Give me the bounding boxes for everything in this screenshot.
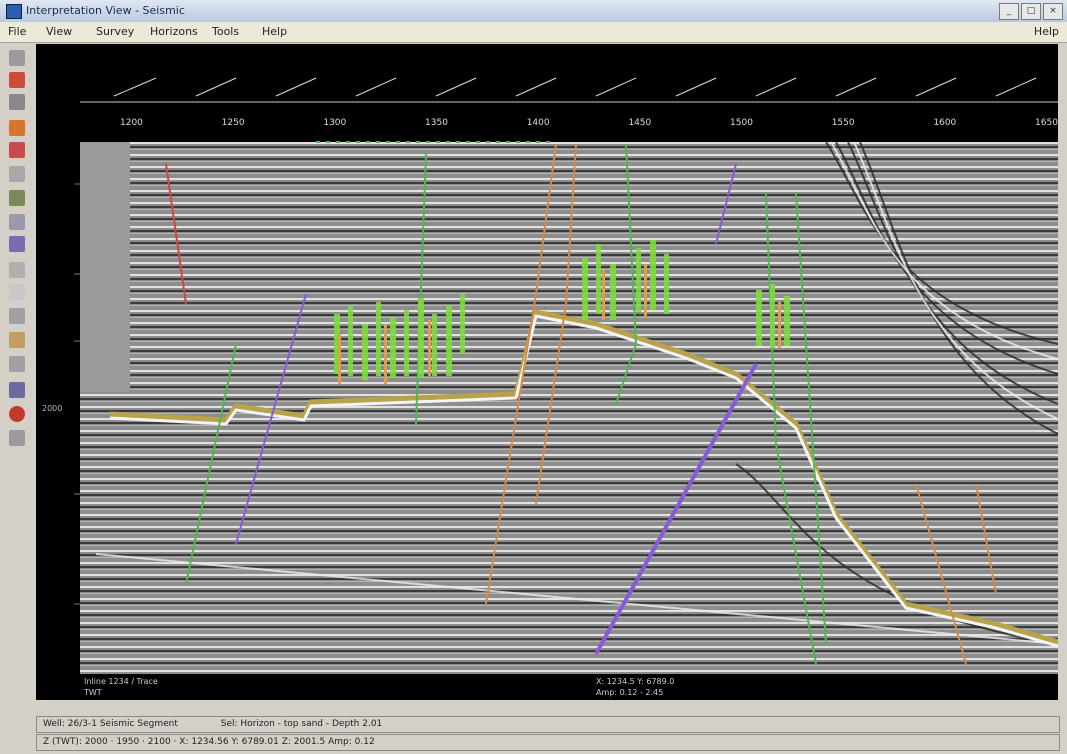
seismic-view-svg <box>74 54 1058 674</box>
left-toolbar <box>2 44 32 700</box>
status-bar-top: Well: 26/3-1 Seismic Segment Sel: Horizo… <box>36 716 1060 733</box>
readout-left-line2: TWT <box>84 688 102 697</box>
window-title: Interpretation View - Seismic <box>26 4 185 17</box>
status-selection: Sel: Horizon - top sand - Depth 2.01 <box>220 719 383 729</box>
cursor-icon[interactable] <box>9 284 25 300</box>
top-axis-band <box>80 54 1058 103</box>
menu-survey[interactable]: Survey <box>96 25 135 38</box>
fault-pick-icon[interactable] <box>9 142 25 158</box>
ruler-icon[interactable] <box>9 262 25 278</box>
menu-bar: File View Survey Horizons Tools Help Hel… <box>0 22 1067 43</box>
settings-icon[interactable] <box>9 430 25 446</box>
menu-tools[interactable]: Tools <box>212 25 240 38</box>
menu-horizons[interactable]: Horizons <box>150 25 198 38</box>
window-controls: _ □ × <box>999 3 1063 20</box>
tick-label: 1450 <box>628 118 652 128</box>
tick-label: 1200 <box>120 118 143 128</box>
app-icon <box>6 4 22 19</box>
minimize-button[interactable]: _ <box>999 3 1019 20</box>
tick-label: 1550 <box>831 118 855 128</box>
tick-label: 1300 <box>323 118 347 128</box>
title-bar: Interpretation View - Seismic _ □ × <box>0 0 1067 22</box>
tick-label: 1400 <box>526 118 550 128</box>
seismic-section <box>80 141 1058 674</box>
top-tick-labels: 1200 1250 1300 1350 1400 1450 1500 1550 … <box>120 118 1058 132</box>
depth-axis <box>74 183 80 605</box>
layer-icon[interactable] <box>9 190 25 206</box>
brush-icon[interactable] <box>9 332 25 348</box>
tick-label: 1350 <box>425 118 448 128</box>
eraser-icon[interactable] <box>9 356 25 372</box>
tick-label: 1650 <box>1035 118 1058 128</box>
tick-label: 1500 <box>730 118 753 128</box>
tick-label: 1250 <box>221 118 245 128</box>
maximize-button[interactable]: □ <box>1021 3 1041 20</box>
status-coordinates: Z (TWT): 2000 · 1950 · 2100 · X: 1234.56… <box>43 737 375 747</box>
menu-window[interactable]: Help <box>262 25 288 38</box>
status-bar-bottom: Z (TWT): 2000 · 1950 · 2100 · X: 1234.56… <box>36 734 1060 751</box>
menu-help-right[interactable]: Help <box>1033 25 1059 38</box>
status-well: Well: 26/3-1 Seismic Segment <box>43 719 178 729</box>
menu-view[interactable]: View <box>46 25 73 38</box>
readout-left-line1: Inline 1234 / Trace <box>84 677 158 686</box>
tick-label: 1600 <box>933 118 957 128</box>
horizon-pick-icon[interactable] <box>9 120 25 136</box>
readout-center-line2: Amp: 0.12 - 2.45 <box>596 688 664 697</box>
record-icon[interactable] <box>9 72 25 88</box>
pencil-icon[interactable] <box>9 166 25 182</box>
readout-center-line1: X: 1234.5 Y: 6789.0 <box>596 677 675 686</box>
zoom-icon[interactable] <box>9 94 25 110</box>
menu-file[interactable]: File <box>8 25 27 38</box>
color-icon[interactable] <box>9 382 25 398</box>
select-tool-icon[interactable] <box>9 50 25 66</box>
attribute-icon[interactable] <box>9 236 25 252</box>
grid-icon[interactable] <box>9 214 25 230</box>
readout-center: X: 1234.5 Y: 6789.0 Amp: 0.12 - 2.45 <box>596 676 674 698</box>
stop-icon[interactable] <box>9 406 25 422</box>
seismic-viewer: 1200 1250 1300 1350 1400 1450 1500 1550 … <box>36 44 1058 700</box>
pan-icon[interactable] <box>9 308 25 324</box>
readout-left: Inline 1234 / Trace TWT <box>84 676 158 698</box>
close-button[interactable]: × <box>1043 3 1063 20</box>
depth-label: 2000 <box>42 404 63 413</box>
